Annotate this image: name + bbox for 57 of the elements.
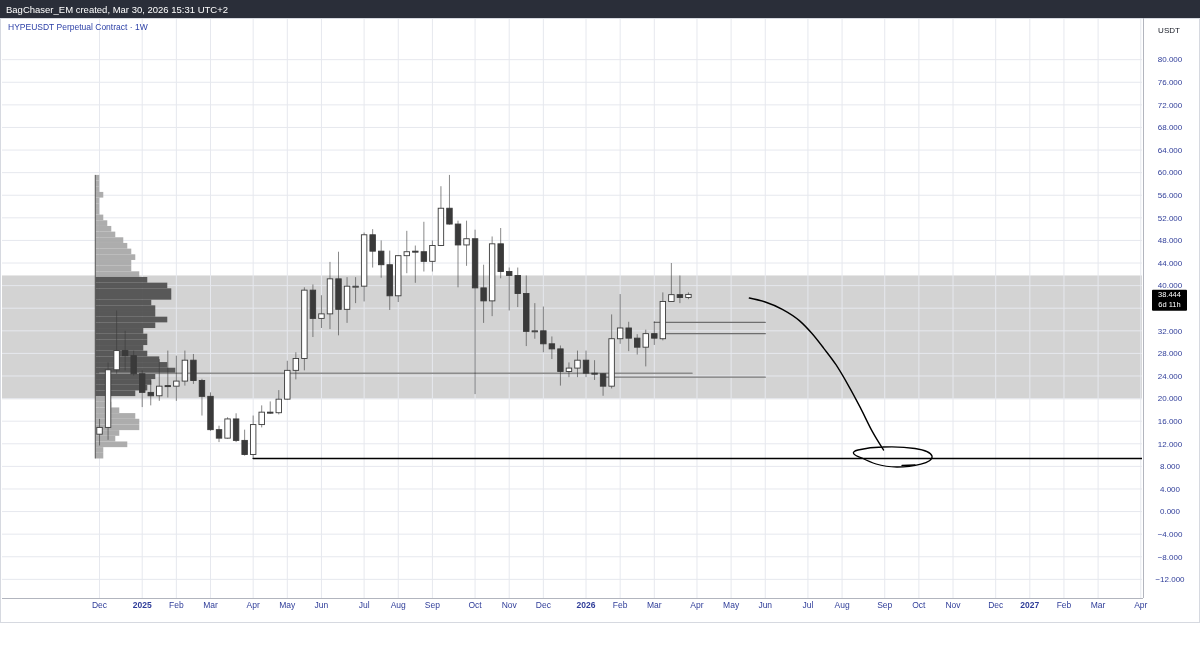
x-tick-label: Oct: [912, 600, 927, 610]
y-tick-label: 60.000: [1157, 168, 1183, 178]
x-tick-label: Mar: [1090, 600, 1106, 610]
y-tick-label: 72.000: [1157, 100, 1183, 110]
x-tick-label: Sep: [877, 600, 893, 610]
x-tick-label: Apr: [246, 600, 260, 610]
x-tick-label: Dec: [535, 600, 552, 610]
y-tick-label: −12.000: [1155, 575, 1186, 585]
x-tick-label: Jun: [758, 600, 773, 610]
line-series: [748, 297, 885, 451]
y-tick-label: 44.000: [1157, 258, 1183, 268]
candlestick: [565, 361, 573, 378]
y-tick-label: 48.000: [1157, 236, 1183, 246]
y-tick-label: 56.000: [1157, 191, 1183, 201]
y-tick-label: 40.000: [1157, 281, 1183, 291]
y-tick-label: 76.000: [1157, 78, 1183, 88]
x-tick-label: Aug: [390, 600, 407, 610]
x-tick-label: Mar: [646, 600, 662, 610]
y-tick-label: −4.000: [1157, 529, 1183, 539]
y-tick-label: 32.000: [1157, 326, 1183, 336]
y-tick-label: 8.000: [1159, 462, 1181, 472]
x-tick-label: Oct: [468, 600, 483, 610]
x-tick-label: May: [279, 600, 297, 610]
x-tick-label: Jun: [314, 600, 329, 610]
x-tick-label: Feb: [1056, 600, 1072, 610]
x-tick-label: May: [723, 600, 740, 610]
x-tick-label: Feb: [169, 600, 184, 610]
y-tick-label: 20.000: [1157, 394, 1183, 404]
x-tick-label: 2026: [576, 600, 596, 610]
x-tick-label: Apr: [1134, 600, 1148, 610]
x-tick-label: Feb: [612, 600, 628, 610]
x-tick-label: Dec: [988, 600, 1004, 610]
y-axis-title: USDT: [1158, 26, 1180, 35]
y-tick-label: 80.000: [1157, 55, 1183, 65]
y-tick-label: 0.000: [1159, 507, 1181, 517]
y-tick-label: 64.000: [1157, 145, 1183, 155]
y-tick-label: −8.000: [1157, 552, 1183, 562]
x-tick-label: Dec: [91, 600, 108, 610]
x-tick-label: Nov: [501, 600, 518, 610]
y-tick-label: 4.000: [1159, 484, 1181, 494]
y-tick-label: 16.000: [1157, 416, 1183, 426]
text: BagChaser_EM created, Mar 30, 2026 15:31 UTC+2: [6, 3, 229, 15]
x-tick-label: Apr: [690, 600, 704, 610]
y-tick-label: 68.000: [1157, 123, 1183, 133]
x-tick-label: 2025: [132, 600, 152, 610]
x-tick-label: Nov: [945, 600, 962, 610]
y-tick-label: 12.000: [1157, 439, 1183, 449]
y-tick-label: 52.000: [1157, 213, 1183, 223]
y-tick-label: 28.000: [1157, 349, 1183, 359]
x-tick-label: Mar: [203, 600, 218, 610]
x-tick-label: Jul: [802, 600, 814, 610]
x-tick-label: Sep: [424, 600, 441, 610]
x-tick-label: 2027: [1020, 600, 1040, 610]
chart-title: HYPEUSDT Perpetual Contract · 1W: [8, 22, 148, 32]
x-tick-label: Jul: [358, 600, 370, 610]
y-tick-label: 24.000: [1157, 371, 1183, 381]
x-tick-label: Aug: [834, 600, 850, 610]
